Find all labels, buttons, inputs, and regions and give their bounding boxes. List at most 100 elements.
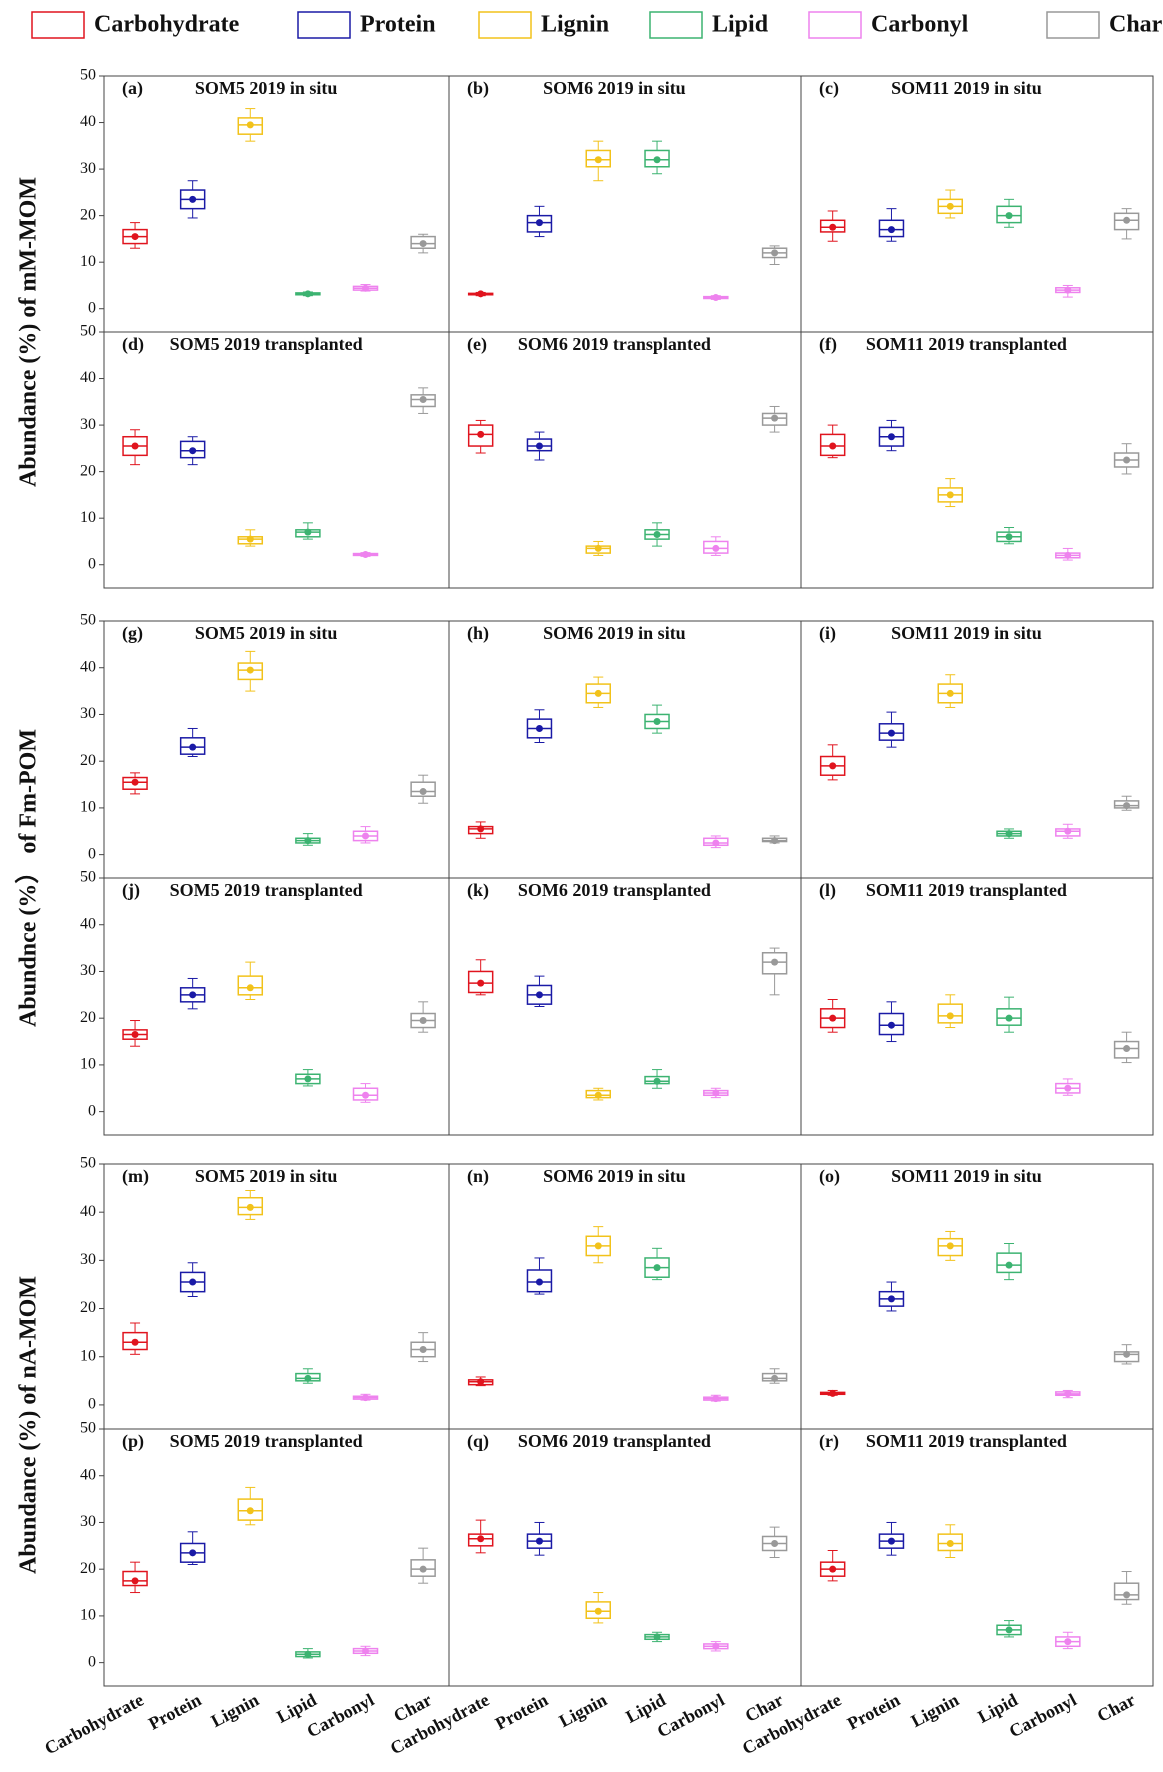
median-dot — [771, 1374, 779, 1382]
panel-title: SOM6 2019 transplanted — [518, 334, 711, 354]
panel-label: (g) — [122, 623, 143, 644]
median-dot — [653, 717, 661, 725]
panel-frame — [448, 877, 802, 1136]
panel-title: SOM5 2019 transplanted — [170, 1431, 363, 1451]
y-tick-label: 50 — [80, 612, 96, 629]
y-tick-label: 30 — [80, 1251, 96, 1268]
median-dot — [362, 284, 370, 292]
y-tick-label: 40 — [80, 915, 96, 932]
median-dot — [189, 1278, 197, 1286]
y-tick-label: 20 — [80, 1560, 96, 1577]
median-dot — [362, 550, 370, 558]
median-dot — [535, 219, 543, 227]
panel-title: SOM11 2019 transplanted — [866, 1431, 1067, 1451]
median-dot — [653, 1077, 661, 1085]
x-tick-label: Protein — [492, 1690, 551, 1734]
y-tick-label: 40 — [80, 658, 96, 675]
median-dot — [771, 249, 779, 257]
median-dot — [1005, 1261, 1013, 1269]
panel-frame — [103, 877, 450, 1136]
y-tick-label: 30 — [80, 416, 96, 433]
y-tick-label: 40 — [80, 1466, 96, 1483]
median-dot — [304, 290, 312, 298]
median-dot — [189, 991, 197, 999]
median-dot — [246, 1203, 254, 1211]
legend-swatch — [297, 11, 351, 39]
median-dot — [771, 414, 779, 422]
median-dot — [419, 788, 427, 796]
y-tick-label: 0 — [88, 845, 96, 862]
y-axis-title: Abundance (%) of nA-MOM — [16, 1276, 42, 1574]
y-tick-label: 10 — [80, 1056, 96, 1073]
panel-frame — [103, 1428, 450, 1687]
median-dot — [653, 1633, 661, 1641]
median-dot — [712, 294, 720, 302]
median-dot — [304, 528, 312, 536]
median-dot — [1005, 1626, 1013, 1634]
median-dot — [1064, 551, 1072, 559]
median-dot — [829, 1389, 837, 1397]
x-tick-label: Carbohydrate — [41, 1690, 147, 1759]
median-dot — [477, 979, 485, 987]
median-dot — [712, 1642, 720, 1650]
panel-label: (l) — [819, 880, 836, 901]
median-dot — [771, 1539, 779, 1547]
x-tick-label: Carbonyl — [654, 1690, 728, 1742]
y-axis-title: Abundance (%) of mM-MOM — [16, 177, 42, 487]
panel-label: (k) — [467, 880, 489, 901]
panel-title: SOM6 2019 in situ — [543, 623, 686, 643]
median-dot — [362, 1394, 370, 1402]
x-tick-label: Lignin — [208, 1690, 262, 1732]
median-dot — [362, 1091, 370, 1099]
panel-label: (r) — [819, 1431, 839, 1452]
y-tick-label: 50 — [80, 67, 96, 84]
median-dot — [594, 156, 602, 164]
x-tick-label: Carbonyl — [303, 1690, 377, 1742]
median-dot — [1005, 533, 1013, 541]
median-dot — [419, 240, 427, 248]
median-dot — [946, 1539, 954, 1547]
median-dot — [1064, 1084, 1072, 1092]
median-dot — [887, 433, 895, 441]
panel-title: SOM5 2019 in situ — [195, 623, 338, 643]
panel-frame — [800, 1163, 1154, 1430]
legend-swatch — [1046, 11, 1100, 39]
y-tick-label: 0 — [88, 299, 96, 316]
panel-frame — [103, 331, 450, 589]
panel-title: SOM5 2019 transplanted — [170, 880, 363, 900]
y-axis-title: Abundnce (%） of Fm-POM — [15, 729, 42, 1027]
median-dot — [477, 290, 485, 298]
x-tick-label: Lignin — [908, 1690, 962, 1732]
y-tick-label: 30 — [80, 1513, 96, 1530]
panel-frame — [800, 620, 1154, 879]
y-tick-label: 40 — [80, 369, 96, 386]
panel-title: SOM6 2019 transplanted — [518, 1431, 711, 1451]
median-dot — [1123, 216, 1131, 224]
median-dot — [771, 958, 779, 966]
median-dot — [946, 1012, 954, 1020]
panel-title: SOM6 2019 in situ — [543, 78, 686, 98]
y-tick-label: 50 — [80, 869, 96, 886]
median-dot — [189, 195, 197, 203]
median-dot — [771, 837, 779, 845]
panel-title: SOM5 2019 in situ — [195, 1166, 338, 1186]
panel-frame — [448, 620, 802, 879]
median-dot — [477, 825, 485, 833]
median-dot — [712, 1395, 720, 1403]
median-dot — [946, 491, 954, 499]
median-dot — [419, 1017, 427, 1025]
x-tick-label: Protein — [145, 1690, 204, 1734]
median-dot — [594, 544, 602, 552]
panel-label: (c) — [819, 78, 839, 99]
median-dot — [1005, 1014, 1013, 1022]
y-tick-label: 40 — [80, 113, 96, 130]
y-tick-label: 10 — [80, 509, 96, 526]
median-dot — [246, 1507, 254, 1515]
panel-frame — [448, 1428, 802, 1687]
median-dot — [477, 1378, 485, 1386]
panel-label: (p) — [122, 1431, 144, 1452]
median-dot — [946, 202, 954, 210]
panel-label: (b) — [467, 78, 489, 99]
median-dot — [535, 724, 543, 732]
